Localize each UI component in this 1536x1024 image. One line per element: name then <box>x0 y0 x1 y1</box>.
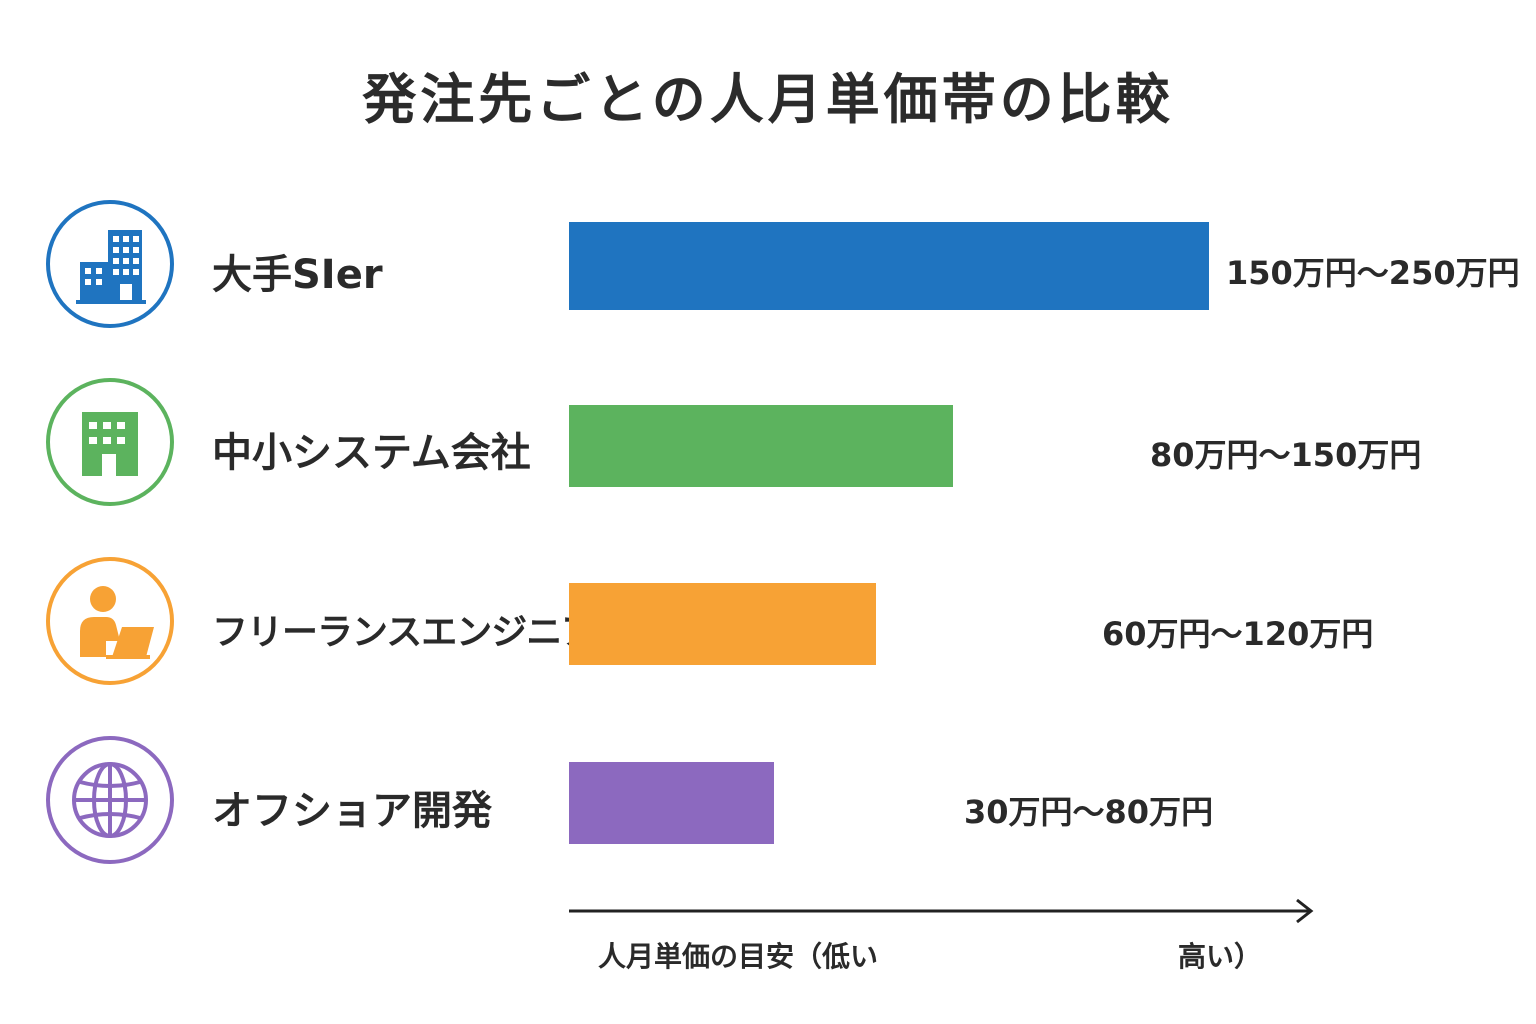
chart-title: 発注先ごとの人月単価帯の比較 <box>362 68 1174 131</box>
bar-freelance-engineer <box>569 583 876 665</box>
data-label: 150万円〜250万円 <box>1226 254 1520 292</box>
data-label: 80万円〜150万円 <box>1150 436 1422 474</box>
row-freelance-engineer: フリーランスエンジニア 60万円〜120万円 <box>0 556 1536 696</box>
small-building-icon <box>46 378 174 506</box>
bar-offshore-development <box>569 762 774 844</box>
category-label: フリーランスエンジニア <box>212 612 597 653</box>
freelancer-laptop-icon <box>46 557 174 685</box>
data-label: 60万円〜120万円 <box>1102 615 1374 653</box>
bar-small-system-company <box>569 405 953 487</box>
row-offshore-development: オフショア開発 30万円〜80万円 <box>0 734 1536 874</box>
globe-icon <box>46 736 174 864</box>
x-axis-arrow <box>569 898 1314 924</box>
row-small-system-company: 中小システム会社 80万円〜150万円 <box>0 376 1536 516</box>
row-large-sier: 大手SIer 150万円〜250万円 <box>0 198 1536 338</box>
data-label: 30万円〜80万円 <box>964 793 1214 831</box>
axis-label-low: 人月単価の目安（低い <box>598 940 879 973</box>
office-building-icon <box>46 200 174 328</box>
category-label: オフショア開発 <box>212 788 492 834</box>
axis-label-high: 高い） <box>1178 940 1263 973</box>
bar-large-sier <box>569 222 1209 310</box>
category-label: 大手SIer <box>212 252 383 298</box>
category-label: 中小システム会社 <box>212 430 531 476</box>
